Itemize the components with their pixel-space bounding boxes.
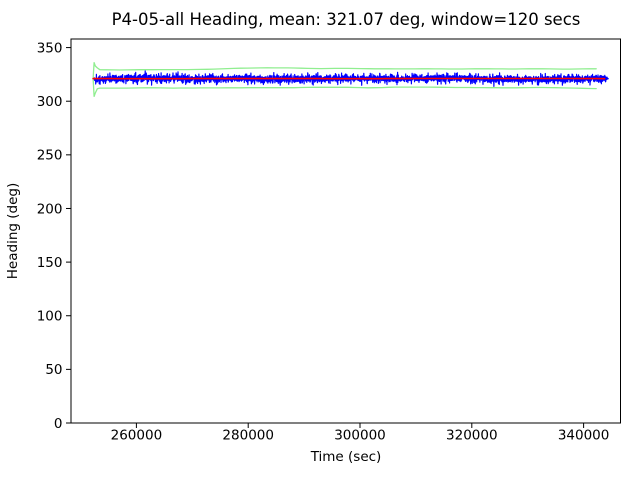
lower-bound-line	[92, 77, 597, 98]
y-tick-label: 100	[37, 309, 63, 325]
x-axis-label: Time (sec)	[310, 449, 382, 465]
y-tick-label: 0	[54, 416, 63, 432]
x-tick-label: 300000	[334, 428, 386, 444]
y-tick-label: 350	[37, 40, 63, 56]
y-tick-label: 250	[37, 148, 63, 164]
y-tick-label: 300	[37, 94, 63, 110]
upper-bound-line	[92, 61, 597, 80]
plot-area-border	[70, 38, 621, 424]
x-tick-label: 340000	[558, 428, 610, 444]
y-tick-label: 50	[45, 362, 62, 378]
x-tick-label: 260000	[111, 428, 163, 444]
y-axis-label: Heading (deg)	[5, 183, 21, 279]
x-tick-label: 280000	[222, 428, 274, 444]
y-tick-label: 200	[37, 201, 63, 217]
x-tick-label: 320000	[446, 428, 498, 444]
y-tick-label: 150	[37, 255, 63, 271]
chart-title: P4-05-all Heading, mean: 321.07 deg, win…	[112, 10, 581, 29]
